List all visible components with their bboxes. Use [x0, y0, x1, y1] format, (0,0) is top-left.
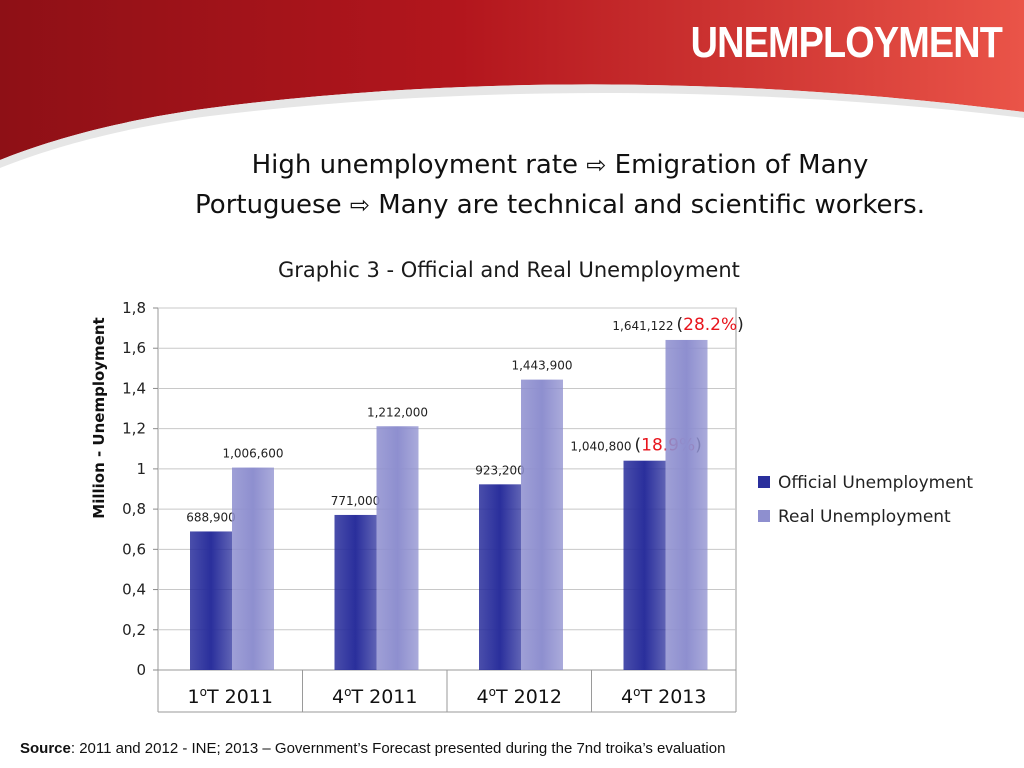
source-label: Source — [20, 740, 71, 757]
slide-subtitle: High unemployment rate ⇨ Emigration of M… — [120, 145, 1000, 225]
bar-official — [623, 460, 666, 670]
bar-value-label: 1,006,600 — [222, 447, 283, 461]
y-tick-label: 1,4 — [122, 379, 146, 397]
bar-value-label: 1,641,122 — [612, 319, 673, 333]
bar-real — [232, 467, 274, 670]
subtitle-text: Emigration of Many — [614, 150, 869, 180]
legend-label: Real Unemployment — [778, 507, 951, 527]
legend-label: Official Unemployment — [778, 473, 973, 493]
y-tick-label: 1 — [136, 460, 146, 478]
bar-value-label: 688,900 — [186, 510, 236, 524]
y-tick-label: 0,2 — [122, 621, 146, 639]
legend-swatch — [758, 510, 770, 522]
x-tick-label: 4oT 2011 — [332, 685, 417, 708]
bar-real — [521, 379, 563, 670]
y-tick-label: 0,8 — [122, 500, 146, 518]
right-outline-arrow-icon: ⇨ — [586, 151, 607, 179]
y-tick-label: 0,6 — [122, 540, 146, 558]
bar-value-label: 1,040,800 — [570, 440, 631, 454]
subtitle-text: Portuguese — [195, 190, 342, 220]
y-tick-label: 0,4 — [122, 581, 146, 599]
bar-real — [665, 339, 708, 670]
chart-title: Graphic 3 - Official and Real Unemployme… — [278, 258, 740, 282]
header-banner — [0, 0, 1024, 168]
bar-official — [479, 484, 521, 670]
bar-official — [190, 531, 232, 670]
x-tick-label: 1oT 2011 — [188, 685, 273, 708]
bar-value-label: 1,443,900 — [511, 359, 572, 373]
bar-value-label: 923,200 — [475, 463, 525, 477]
y-tick-label: 0 — [136, 661, 146, 679]
x-tick-label: 4oT 2013 — [621, 685, 706, 708]
legend-swatch — [758, 476, 770, 488]
bar-value-label: 1,212,000 — [367, 405, 428, 419]
y-tick-label: 1,2 — [122, 420, 146, 438]
source-note: Source: 2011 and 2012 - INE; 2013 – Gove… — [20, 740, 725, 757]
subtitle-text: High unemployment rate — [251, 150, 579, 180]
bar-official — [334, 514, 377, 670]
y-axis-label: Million - Unemployment — [90, 317, 108, 518]
subtitle-text: Many are technical and scientific worker… — [378, 190, 925, 220]
bar-value-label: 771,000 — [331, 494, 381, 508]
slide-title: UNEMPLOYMENT — [690, 18, 1003, 67]
x-tick-label: 4oT 2012 — [477, 685, 562, 708]
right-outline-arrow-icon: ⇨ — [349, 191, 370, 219]
bar-real — [376, 426, 419, 670]
subtitle-line-1: High unemployment rate ⇨ Emigration of M… — [120, 145, 1000, 185]
subtitle-line-2: Portuguese ⇨ Many are technical and scie… — [120, 185, 1000, 225]
bar-annotation: (28.2%) — [677, 315, 744, 335]
y-tick-label: 1,8 — [122, 299, 146, 317]
source-text: : 2011 and 2012 - INE; 2013 – Government… — [70, 740, 726, 757]
y-tick-label: 1,6 — [122, 339, 146, 357]
